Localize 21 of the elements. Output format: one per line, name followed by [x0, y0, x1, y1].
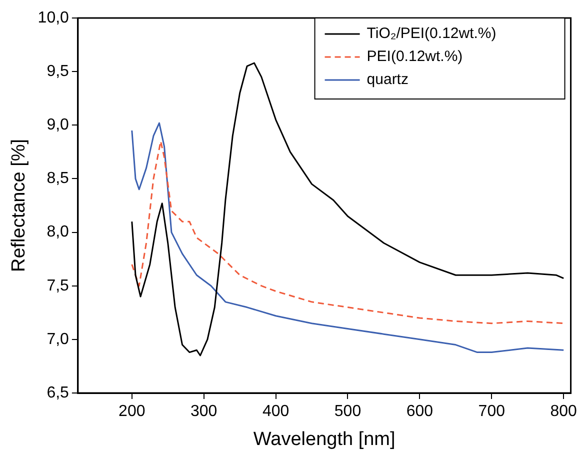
y-tick-label: 9,5 — [46, 62, 70, 80]
x-tick-label: 400 — [262, 403, 290, 420]
x-tick-label: 500 — [334, 403, 362, 420]
y-tick-label: 7,5 — [46, 277, 70, 294]
x-axis-title: Wavelength [nm] — [253, 428, 396, 450]
x-tick-label: 600 — [406, 403, 434, 420]
line-series — [131, 140, 564, 324]
legend-label: PEI(0.12wt.%) — [366, 48, 463, 66]
y-tick-label: 9,0 — [46, 116, 70, 134]
y-tick-label: 10,0 — [38, 9, 70, 26]
x-tick-label: 700 — [478, 403, 506, 420]
y-axis-title: Reflectance [%] — [8, 138, 30, 272]
x-tick-label: 300 — [190, 403, 218, 420]
legend-label: quartz — [366, 71, 408, 88]
legend-label: TiO₂/PEI(0.12wt.%) — [366, 25, 496, 42]
x-tick-label: 800 — [550, 403, 578, 420]
y-tick-label: 8,5 — [46, 170, 70, 188]
y-tick-label: 7,0 — [46, 330, 70, 348]
y-tick-label: 8,0 — [46, 224, 70, 241]
x-tick-label: 200 — [118, 403, 146, 420]
y-tick-label: 6,5 — [46, 384, 70, 402]
